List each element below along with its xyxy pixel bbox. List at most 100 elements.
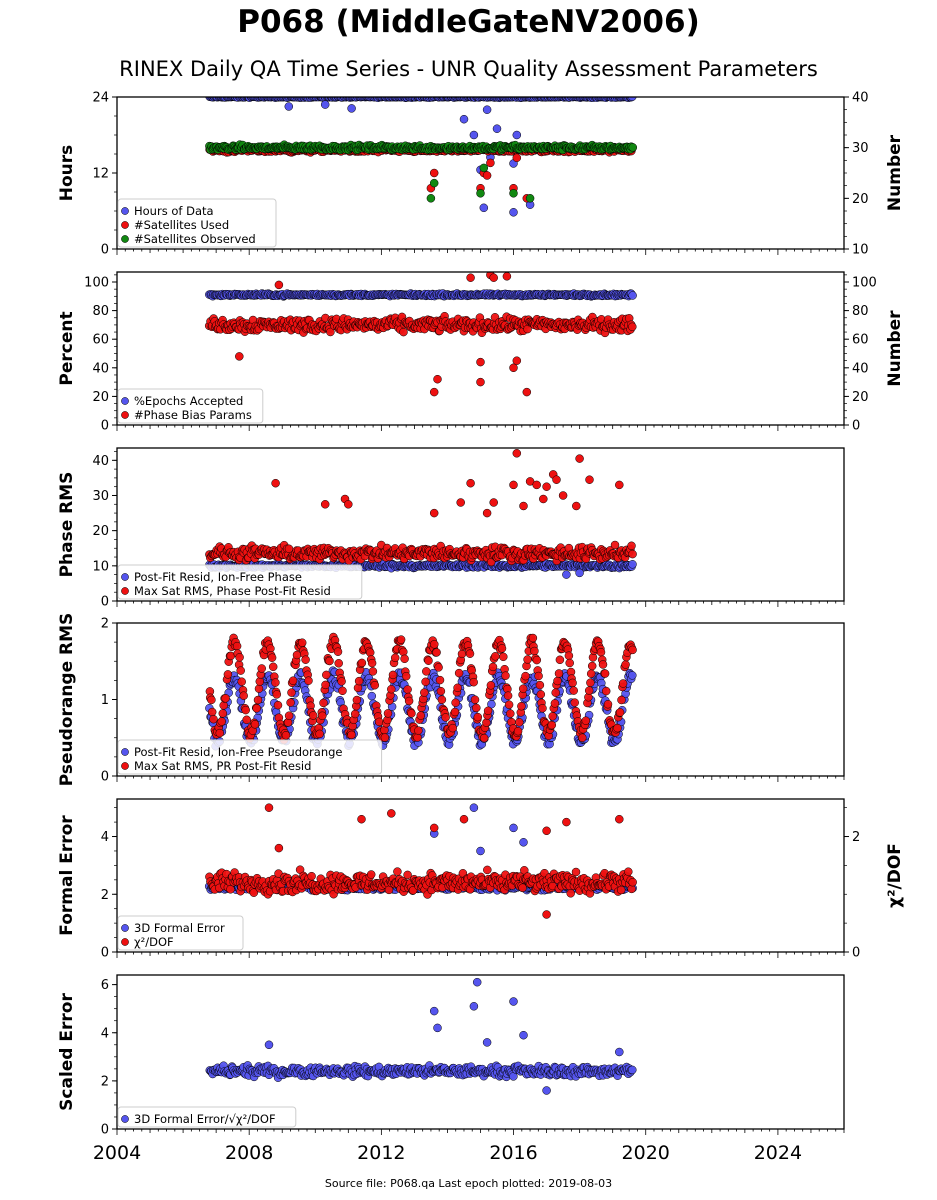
y-axis-label: Hours xyxy=(57,145,77,202)
outlier-point xyxy=(509,480,518,490)
legend-entry: Post-Fit Resid, Ion-Free Phase xyxy=(134,570,302,584)
data-point xyxy=(207,707,217,717)
y-tick-label: 0 xyxy=(101,595,109,610)
panel-phase-rms: 0 10 20 30 40 Phase RMS Post-Fit Resid, Ion-Fr… xyxy=(57,447,845,610)
series-1 xyxy=(205,632,637,745)
data-point xyxy=(570,698,579,707)
data-point xyxy=(401,671,411,681)
data-point xyxy=(286,698,295,707)
data-point xyxy=(400,654,409,664)
data-point xyxy=(515,718,524,727)
data-point xyxy=(236,666,245,675)
data-point xyxy=(554,669,564,678)
data-point xyxy=(215,728,225,738)
plot-frame xyxy=(116,447,845,602)
data-point xyxy=(535,680,545,690)
data-point xyxy=(281,731,291,740)
legend-marker xyxy=(121,762,129,770)
outlier-point xyxy=(575,454,584,463)
data-point xyxy=(451,698,460,707)
data-point xyxy=(399,327,408,337)
data-point xyxy=(287,688,296,697)
y-tick-label: 10 xyxy=(92,559,109,574)
outlier-point xyxy=(271,478,280,488)
outlier-point xyxy=(502,272,512,281)
outlier-point xyxy=(482,508,492,518)
data-point xyxy=(441,713,450,722)
data-point xyxy=(598,660,608,669)
data-point xyxy=(273,700,283,710)
data-point xyxy=(501,671,510,680)
data-point xyxy=(565,658,574,668)
outlier-point xyxy=(509,363,518,373)
data-point xyxy=(551,688,560,697)
data-point xyxy=(450,707,460,717)
outlier-point xyxy=(512,449,522,458)
legend-marker xyxy=(121,235,129,243)
data-point xyxy=(513,726,523,736)
y-right-tick-label: 0 xyxy=(852,946,860,961)
data-point xyxy=(530,646,539,656)
outlier-point xyxy=(539,494,548,504)
outlier-point xyxy=(489,273,498,282)
outlier-point xyxy=(320,100,330,109)
data-points xyxy=(205,632,637,751)
data-point xyxy=(547,720,557,730)
data-point xyxy=(621,660,630,669)
plot-frame xyxy=(116,271,845,426)
data-point xyxy=(370,680,380,690)
chart-title: P068 (MiddleGateNV2006) xyxy=(237,4,700,40)
outlier-point xyxy=(429,178,439,188)
outlier-point xyxy=(347,104,356,113)
legend: Hours of Data#Satellites Used#Satellites… xyxy=(117,198,277,248)
series-1 xyxy=(204,272,637,397)
data-point xyxy=(357,658,367,668)
series-1 xyxy=(205,803,637,919)
data-point xyxy=(627,541,636,551)
legend-entry: Hours of Data xyxy=(134,204,214,218)
data-point xyxy=(403,685,412,694)
data-point xyxy=(416,711,426,720)
data-point xyxy=(581,716,591,725)
outlier-point xyxy=(320,500,330,509)
data-point xyxy=(628,97,637,101)
data-point xyxy=(424,656,433,665)
outlier-point xyxy=(479,203,489,213)
data-point xyxy=(499,652,508,662)
data-point xyxy=(435,675,445,685)
data-point xyxy=(504,700,514,709)
data-point xyxy=(473,712,483,722)
y-tick-label: 0 xyxy=(101,243,109,258)
data-point xyxy=(613,723,622,733)
data-point xyxy=(472,703,481,713)
legend-box xyxy=(117,198,277,248)
y-tick-label: 0 xyxy=(101,770,109,785)
outlier-point xyxy=(585,475,594,484)
legend-entry: #Satellites Used xyxy=(134,218,229,232)
panel-percent: 0 20 40 60 80 100 0 20 40 60 80 100 Percent Number %Ep… xyxy=(57,271,905,434)
y-tick-label: 20 xyxy=(92,390,109,405)
data-point xyxy=(448,723,458,733)
y-right-axis-label: Number xyxy=(885,134,905,211)
y-tick-label: 60 xyxy=(92,333,109,348)
data-point xyxy=(550,699,560,708)
data-point xyxy=(304,676,313,685)
data-point xyxy=(414,726,423,735)
outlier-point xyxy=(558,491,568,500)
data-point xyxy=(239,691,248,700)
legend-entry: Post-Fit Resid, Ion-Free Pseudorange xyxy=(134,745,342,759)
plot-frame xyxy=(116,622,845,777)
outlier-point xyxy=(572,501,581,511)
legend-marker xyxy=(121,397,129,405)
y-tick-label: 1 xyxy=(101,693,109,708)
data-points xyxy=(204,272,637,397)
data-point xyxy=(253,695,263,705)
y-tick-label: 24 xyxy=(92,91,109,106)
data-point xyxy=(297,638,307,647)
data-point xyxy=(367,691,377,701)
data-point xyxy=(482,718,491,727)
outlier-point xyxy=(552,475,561,484)
data-point xyxy=(432,648,441,657)
data-point xyxy=(538,704,547,713)
data-point xyxy=(486,681,496,690)
